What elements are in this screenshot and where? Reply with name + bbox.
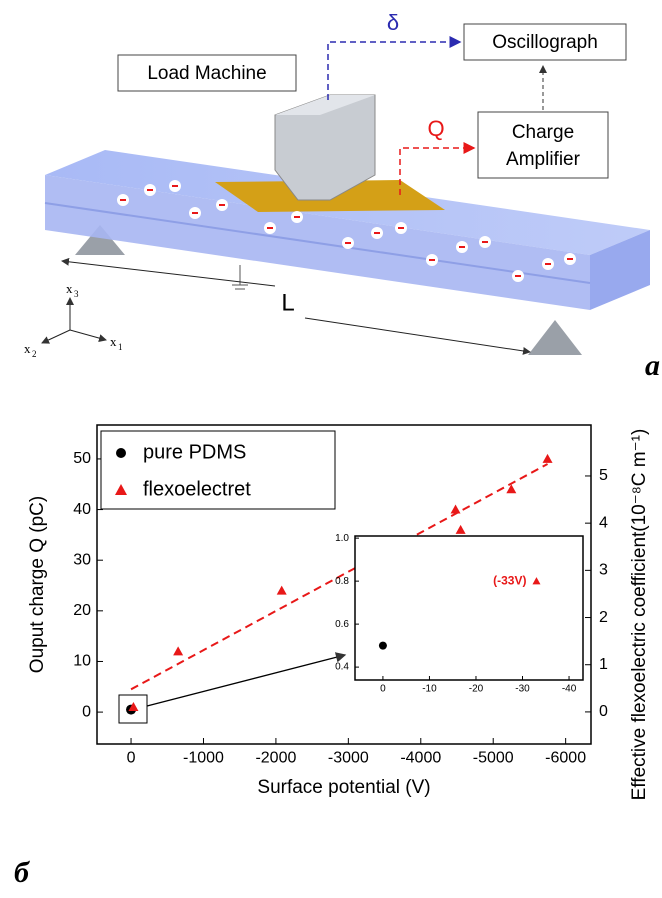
x-tick-label: -40	[562, 684, 577, 695]
x-tick-label: -3000	[328, 750, 369, 767]
x-tick-label: -6000	[545, 750, 586, 767]
legend-label: pure PDMS	[143, 441, 246, 463]
panel-label: a	[645, 349, 660, 382]
axis-arrow	[69, 329, 107, 342]
annotation: (-33V)	[493, 573, 526, 587]
fit-line	[130, 463, 549, 691]
beam-end	[590, 230, 650, 310]
label: Amplifier	[506, 149, 581, 170]
x-axis-label: Surface potential (V)	[257, 777, 430, 798]
legend-marker	[115, 484, 127, 495]
axis-label: x	[110, 334, 117, 349]
label: Oscillograph	[492, 32, 598, 53]
amplifier-box	[477, 111, 609, 179]
y-tick-label: 50	[73, 450, 91, 467]
y-tick-label: 0	[82, 703, 91, 720]
axis-label: x	[24, 341, 31, 356]
diagram: Load Machine Oscillograph Charge Amplifi…	[24, 10, 660, 382]
y-tick-label: 0.6	[335, 619, 349, 630]
axis-label: 2	[32, 349, 37, 359]
dimension	[61, 257, 276, 287]
x-tick-label: -30	[515, 684, 530, 695]
length: L	[281, 289, 294, 316]
point	[532, 577, 541, 585]
y-tick-label: 0.4	[335, 662, 349, 673]
point	[378, 641, 387, 650]
y2-tick-label: 4	[599, 514, 608, 531]
y2-axis-label: Effective flexoelectric coefficient(10⁻⁸…	[629, 429, 650, 801]
point	[506, 484, 517, 494]
delta: δ	[387, 10, 399, 35]
point	[128, 702, 139, 712]
arrow	[327, 36, 462, 100]
axis-arrow	[41, 329, 71, 344]
y-tick-label: 30	[73, 551, 91, 568]
arrow	[399, 142, 476, 195]
legend-label: flexoelectret	[143, 478, 251, 500]
point	[450, 504, 461, 514]
label: Load Machine	[147, 63, 266, 84]
y-tick-label: 40	[73, 501, 91, 518]
support	[528, 320, 582, 355]
x-tick-label: 0	[127, 750, 136, 767]
axis-label: 1	[118, 342, 123, 352]
x-tick-label: -4000	[400, 750, 441, 767]
x-tick-label: -2000	[255, 750, 296, 767]
y-tick-label: 1.0	[335, 533, 349, 544]
y-tick-label: 10	[73, 653, 91, 670]
y-tick-label: 20	[73, 602, 91, 619]
plot-area	[354, 535, 584, 681]
x-tick-label: -1000	[183, 750, 224, 767]
axis-label: x	[66, 281, 73, 296]
y2-tick-label: 3	[599, 562, 608, 579]
x-tick-label: 0	[380, 684, 386, 695]
zoom-box	[118, 694, 148, 724]
load-head-top	[275, 95, 375, 115]
point	[173, 646, 184, 656]
panel-label: б	[14, 856, 30, 889]
axis-label: 3	[74, 289, 79, 299]
dimension	[304, 317, 531, 355]
y-axis-label: Ouput charge Q (pC)	[27, 496, 48, 673]
load-machine-box	[117, 54, 297, 92]
q: Q	[427, 116, 444, 141]
y2-tick-label: 1	[599, 656, 608, 673]
charges	[117, 180, 576, 282]
x-tick-label: -20	[469, 684, 484, 695]
x-tick-label: -5000	[473, 750, 514, 767]
point	[276, 585, 287, 595]
point	[455, 524, 466, 534]
zoom-arrow	[146, 652, 347, 707]
x-tick-label: -10	[422, 684, 437, 695]
oscillograph-box	[463, 23, 627, 61]
y-tick-label: 0.8	[335, 576, 349, 587]
legend-box	[100, 430, 336, 510]
label: Charge	[512, 122, 574, 143]
y2-tick-label: 5	[599, 467, 608, 484]
support	[75, 225, 125, 255]
legend-marker	[116, 448, 126, 458]
point	[542, 453, 553, 463]
y2-tick-label: 0	[599, 703, 608, 720]
beam-layer	[44, 202, 591, 284]
y2-tick-label: 2	[599, 609, 608, 626]
charts: 0 -1000 -2000 -3000 -4000 -5000 -6000010203040…	[27, 424, 650, 801]
